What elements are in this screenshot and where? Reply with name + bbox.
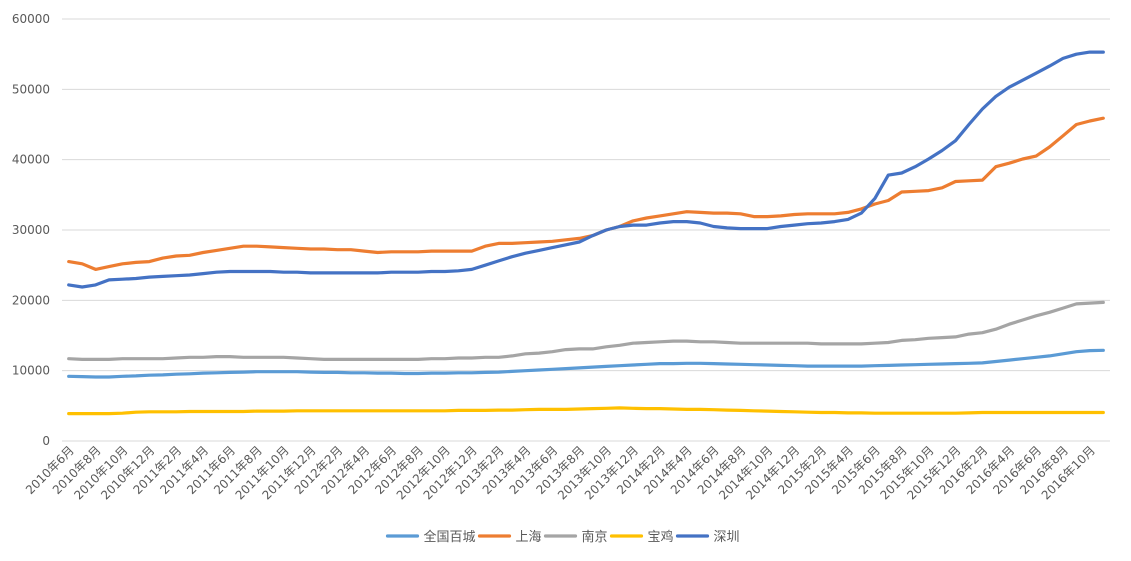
legend-label-1: 上海 — [516, 530, 542, 545]
legend-label-3: 宝鸡 — [648, 529, 674, 545]
y-tick-label: 30000 — [12, 223, 50, 237]
y-tick-label: 0 — [42, 434, 50, 448]
x-axis: 2010年6月2010年8月2010年10月2010年12月2011年2月201… — [23, 443, 1098, 502]
legend-label-4: 深圳 — [714, 530, 740, 545]
series-line-0 — [67, 348, 1105, 379]
legend-label-2: 南京 — [582, 529, 608, 545]
legend-label-0: 全国百城 — [424, 529, 476, 545]
series-line-1 — [67, 116, 1105, 271]
y-axis: 0 10000 20000 30000 40000 50000 60000 — [12, 12, 50, 448]
y-tick-label: 60000 — [12, 12, 50, 26]
y-tick-label: 10000 — [12, 364, 50, 378]
series-line-4 — [67, 50, 1105, 289]
y-tick-label: 20000 — [12, 293, 50, 307]
grid-lines — [62, 18, 1110, 442]
legend: 全国百城 上海 南京 宝鸡 深圳 — [385, 529, 740, 545]
y-tick-label: 40000 — [12, 153, 50, 167]
series-line-3 — [67, 406, 1105, 416]
series-line-2 — [67, 300, 1105, 361]
series-group — [67, 50, 1105, 416]
y-tick-label: 50000 — [12, 82, 50, 96]
